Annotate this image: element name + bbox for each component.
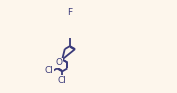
Text: Cl: Cl — [58, 76, 67, 85]
Text: Cl: Cl — [44, 66, 53, 75]
Text: F: F — [67, 8, 73, 17]
Text: O: O — [55, 58, 62, 68]
